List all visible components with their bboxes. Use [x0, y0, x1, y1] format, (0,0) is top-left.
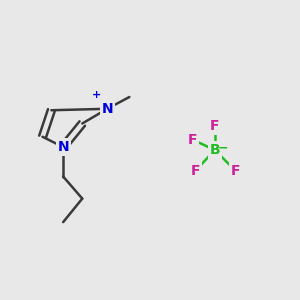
Text: B: B [209, 143, 220, 157]
Text: N: N [57, 140, 69, 154]
Text: F: F [188, 133, 197, 147]
Text: F: F [210, 119, 220, 134]
Text: +: + [92, 90, 101, 100]
Text: −: − [218, 141, 228, 154]
Text: F: F [231, 164, 240, 178]
Text: N: N [101, 102, 113, 116]
Text: F: F [191, 164, 200, 178]
